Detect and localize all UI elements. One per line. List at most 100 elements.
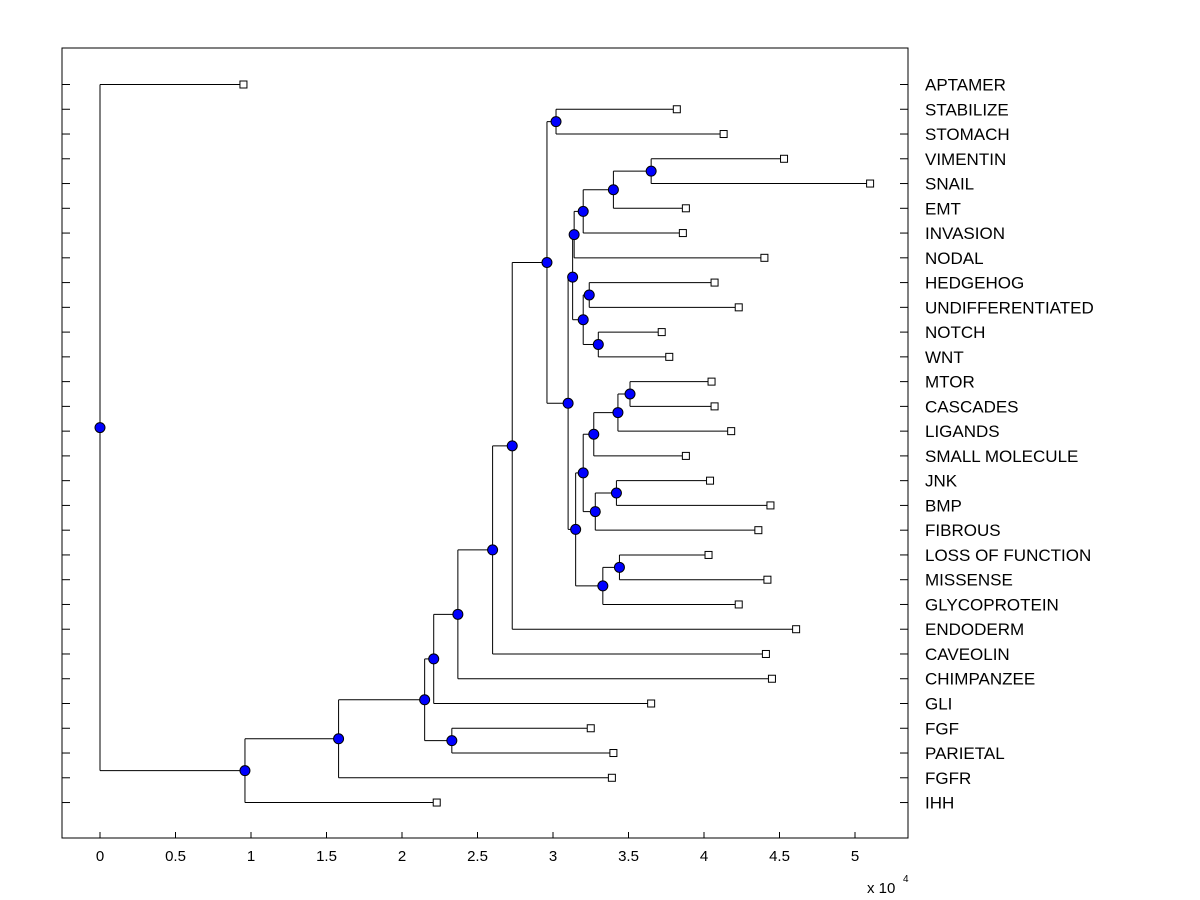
- leaf-marker: [719, 130, 728, 139]
- leaf-marker: [647, 699, 656, 708]
- internal-node-marker: [577, 205, 589, 217]
- leaf-marker: [734, 303, 743, 312]
- leaf-marker: [681, 204, 690, 213]
- internal-node-marker: [597, 580, 609, 592]
- internal-node-marker: [550, 116, 562, 128]
- leaf-label: FIBROUS: [925, 521, 1001, 540]
- internal-node-marker: [239, 765, 251, 777]
- x-tick-label: 5: [851, 848, 859, 865]
- leaf-label: VIMENTIN: [925, 150, 1006, 169]
- leaf-label: NOTCH: [925, 323, 985, 342]
- leaf-marker: [727, 427, 736, 436]
- leaf-marker: [792, 625, 801, 634]
- internal-node-marker: [428, 653, 440, 665]
- plot-area: [61, 47, 909, 839]
- dendrogram-links: [99, 84, 871, 804]
- leaf-label: INVASION: [925, 224, 1005, 243]
- leaf-marker: [239, 80, 248, 89]
- leaf-label: FGFR: [925, 769, 971, 788]
- leaf-marker: [866, 179, 875, 188]
- x-tick-label: 1: [247, 848, 255, 865]
- x-axis-scale-exponent: 4: [903, 874, 909, 885]
- leaf-label: JNK: [925, 472, 958, 491]
- leaf-label: UNDIFFERENTIATED: [925, 298, 1094, 317]
- leaf-marker: [706, 476, 715, 485]
- internal-node-marker: [583, 289, 595, 301]
- x-axis-tick-labels: 0 0.5 1 1.5 2 2.5 3 3.5 4 4.5 5: [96, 848, 859, 865]
- leaf-label: STOMACH: [925, 125, 1010, 144]
- leaf-marker: [665, 352, 674, 361]
- leaf-label: LIGANDS: [925, 422, 1000, 441]
- leaf-marker: [672, 105, 681, 114]
- leaf-marker: [586, 724, 595, 733]
- internal-node-marker: [570, 523, 582, 535]
- x-tick-label: 0.5: [165, 848, 186, 865]
- x-tick-label: 4.5: [769, 848, 790, 865]
- internal-node-marker: [94, 422, 106, 434]
- leaf-label: EMT: [925, 199, 961, 218]
- leaf-label: APTAMER: [925, 76, 1006, 95]
- internal-node-marker: [577, 467, 589, 479]
- leaf-label: BMP: [925, 496, 962, 515]
- x-axis-scale-label: x 10: [867, 880, 895, 897]
- x-tick-label: 3.5: [618, 848, 639, 865]
- leaf-label: CASCADES: [925, 397, 1019, 416]
- leaf-label: HEDGEHOG: [925, 274, 1024, 293]
- leaf-marker: [734, 600, 743, 609]
- internal-node-marker: [487, 544, 499, 556]
- leaf-marker: [763, 575, 772, 584]
- internal-node-marker: [610, 487, 622, 499]
- leaf-marker: [681, 451, 690, 460]
- axis-ticks: [62, 84, 908, 838]
- leaf-label: IHH: [925, 794, 954, 813]
- internal-node-marker: [607, 184, 619, 196]
- internal-node-marker: [419, 694, 431, 706]
- internal-node-marker: [612, 407, 624, 419]
- leaf-marker: [710, 278, 719, 287]
- leaf-marker: [767, 674, 776, 683]
- leaf-marker: [704, 550, 713, 559]
- internal-node-marker: [624, 388, 636, 400]
- leaf-label: CAVEOLIN: [925, 645, 1010, 664]
- leaf-label: STABILIZE: [925, 100, 1009, 119]
- internal-node-marker: [568, 229, 580, 241]
- x-tick-label: 3: [549, 848, 557, 865]
- leaf-label: FGF: [925, 719, 959, 738]
- x-tick-label: 2.5: [467, 848, 488, 865]
- leaf-label: MISSENSE: [925, 571, 1013, 590]
- leaf-marker: [710, 402, 719, 411]
- leaf-marker: [657, 328, 666, 337]
- leaf-marker: [432, 798, 441, 807]
- leaf-marker: [766, 501, 775, 510]
- leaf-label: PARIETAL: [925, 744, 1005, 763]
- internal-node-marker: [446, 735, 458, 747]
- internal-node-marker: [577, 314, 589, 326]
- internal-node-marker: [613, 561, 625, 573]
- internal-node-marker: [541, 256, 553, 268]
- internal-node-marker: [506, 440, 518, 452]
- leaf-label: GLYCOPROTEIN: [925, 595, 1059, 614]
- leaf-label: MTOR: [925, 373, 975, 392]
- x-tick-label: 1.5: [316, 848, 337, 865]
- internal-node-marker: [333, 733, 345, 745]
- internal-node-marker: [588, 428, 600, 440]
- leaf-marker: [761, 649, 770, 658]
- leaf-marker: [609, 749, 618, 758]
- internal-node-marker: [567, 271, 579, 283]
- leaf-label: NODAL: [925, 249, 984, 268]
- leaf-marker: [780, 154, 789, 163]
- x-tick-label: 4: [700, 848, 708, 865]
- x-tick-label: 0: [96, 848, 104, 865]
- internal-node-marker: [452, 608, 464, 620]
- leaf-label: LOSS OF FUNCTION: [925, 546, 1091, 565]
- leaf-marker: [707, 377, 716, 386]
- dendrogram-markers: [94, 80, 875, 807]
- leaf-labels: APTAMER STABILIZE STOMACH VIMENTIN SNAIL EMT I…: [925, 76, 1094, 813]
- internal-node-marker: [645, 165, 657, 177]
- internal-node-marker: [589, 506, 601, 518]
- x-tick-label: 2: [398, 848, 406, 865]
- leaf-label: CHIMPANZEE: [925, 670, 1035, 689]
- leaf-marker: [754, 526, 763, 535]
- leaf-marker: [607, 773, 616, 782]
